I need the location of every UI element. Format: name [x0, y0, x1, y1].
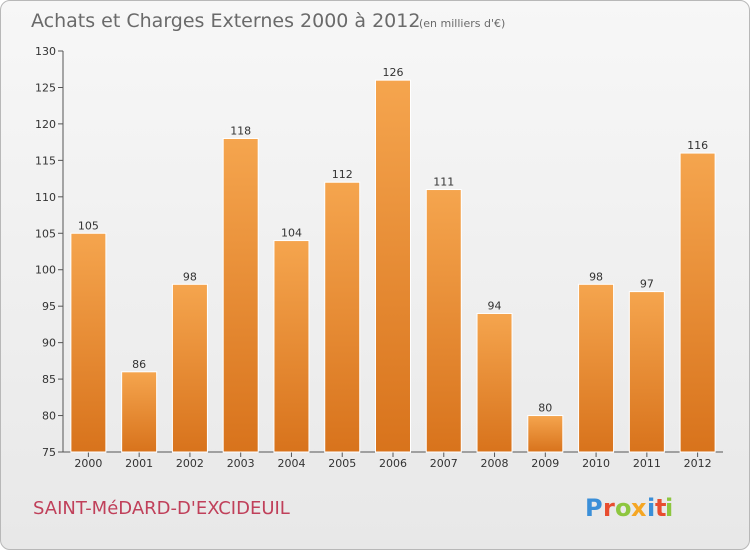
- y-tick-label: 80: [42, 410, 56, 423]
- y-tick-label: 115: [35, 154, 56, 167]
- bar-2004: [273, 240, 310, 453]
- logo-letter: r: [603, 494, 615, 522]
- bar-2000: [70, 232, 107, 453]
- bar-2007: [425, 189, 462, 453]
- logo-letter: t: [655, 494, 666, 522]
- data-label-2009: 80: [538, 402, 552, 415]
- x-tick-label: 2009: [531, 457, 559, 470]
- x-tick-label: 2007: [430, 457, 458, 470]
- x-axis: 2000 2001 2002 2003 2004 2005 2006 2007 2008 2009…: [63, 451, 723, 470]
- x-tick-label: 2001: [125, 457, 153, 470]
- data-label-2006: 126: [383, 66, 404, 79]
- y-tick-label: 125: [35, 81, 56, 94]
- bar-2008: [476, 312, 513, 453]
- data-label-2004: 104: [281, 227, 302, 240]
- data-label-2010: 98: [589, 270, 603, 283]
- data-label-2001: 86: [132, 358, 146, 371]
- y-tick-label: 95: [42, 300, 56, 313]
- data-label-2002: 98: [183, 270, 197, 283]
- x-tick-label: 2000: [74, 457, 102, 470]
- x-tick-label: 2003: [227, 457, 255, 470]
- x-tick-label: 2002: [176, 457, 204, 470]
- logo-letter: o: [615, 494, 632, 522]
- x-tick-label: 2005: [328, 457, 356, 470]
- y-tick-label: 105: [35, 227, 56, 240]
- logo-letter: i: [647, 494, 655, 522]
- bar-2003: [222, 137, 259, 453]
- data-label-2005: 112: [332, 168, 353, 181]
- chart-subtitle: (en milliers d'€): [419, 17, 505, 30]
- data-label-2003: 118: [230, 124, 251, 137]
- x-tick-label: 2004: [277, 457, 305, 470]
- logo-letter: P: [585, 494, 603, 522]
- bar-2011: [628, 291, 665, 453]
- commune-name: SAINT-MéDARD-D'EXCIDEUIL: [33, 498, 290, 519]
- bar-2005: [324, 181, 361, 453]
- data-label-2011: 97: [640, 278, 654, 291]
- y-tick-label: 130: [35, 45, 56, 58]
- bar-2009: [527, 415, 564, 453]
- y-tick-label: 90: [42, 337, 56, 350]
- logo-letter: x: [631, 494, 647, 522]
- data-label-2008: 94: [488, 299, 502, 312]
- bar-2012: [679, 152, 716, 453]
- bar-2010: [578, 283, 615, 453]
- y-tick-label: 75: [42, 446, 56, 459]
- x-tick-label: 2008: [481, 457, 509, 470]
- bar-2001: [121, 371, 158, 453]
- y-tick-label: 110: [35, 191, 56, 204]
- chart-title: Achats et Charges Externes 2000 à 2012: [31, 10, 420, 32]
- x-tick-label: 2011: [633, 457, 661, 470]
- data-label-2000: 105: [78, 219, 99, 232]
- x-tick-label: 2010: [582, 457, 610, 470]
- x-tick-label: 2006: [379, 457, 407, 470]
- bar-2006: [375, 79, 411, 453]
- bar-2002: [171, 283, 208, 453]
- y-tick-label: 120: [35, 118, 56, 131]
- data-label-2012: 116: [687, 139, 708, 152]
- y-tick-label: 85: [42, 373, 56, 386]
- x-tick-label: 2012: [684, 457, 712, 470]
- bars: 105 86 98 118 104 112 126 111 94 80 98 97 116: [70, 66, 716, 453]
- data-label-2007: 111: [433, 176, 454, 189]
- logo-letter: i: [665, 494, 673, 522]
- y-axis: 75 80 85 90 95 100 105 110 115 120 125 130: [35, 45, 64, 459]
- y-tick-label: 100: [35, 264, 56, 277]
